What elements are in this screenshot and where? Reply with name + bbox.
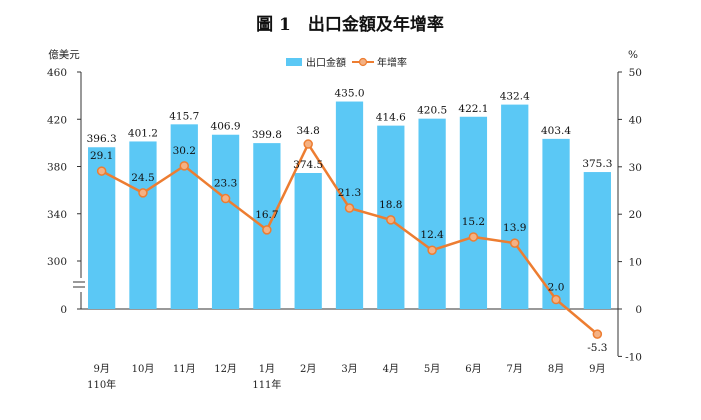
right-tick-label: 30: [629, 162, 642, 174]
bar: [129, 141, 157, 309]
bar-value-label: 435.0: [334, 88, 364, 100]
bar-value-label: 375.3: [582, 158, 612, 170]
bar: [583, 172, 611, 309]
right-tick-label: 0: [635, 304, 642, 316]
line-value-label: 30.2: [173, 145, 196, 157]
bar: [501, 104, 529, 309]
category-label: 5月: [424, 363, 440, 375]
axes: 300 340 380 420 460 0 億美元 -10 0 10 20 30 40 50% 9月 110年…: [47, 48, 642, 391]
right-tick-label: -10: [625, 351, 642, 363]
line-value-label: 12.4: [420, 229, 444, 241]
category-label: 2月: [300, 363, 316, 375]
legend-label-bars: 出口金額: [306, 56, 346, 69]
line-point: [509, 238, 520, 248]
line-point: [179, 161, 190, 171]
category-label: 11月: [173, 363, 196, 375]
bar: [542, 138, 570, 309]
category-label: 12月: [214, 363, 237, 375]
legend-swatch-bars: [286, 58, 302, 66]
bar: [294, 172, 322, 309]
left-tick-label: 460: [47, 67, 67, 79]
bar-value-label: 396.3: [87, 133, 117, 145]
bar: [459, 116, 488, 309]
left-tick-label: 340: [47, 209, 67, 221]
bar-value-label: 374.5: [293, 159, 323, 171]
data-labels: 396.3 401.2 415.7 406.9 399.8 374.5 435.0 414.6…: [87, 88, 613, 355]
bar-value-label: 399.8: [252, 129, 282, 141]
line-value-label: 29.1: [90, 150, 113, 162]
bar: [211, 134, 240, 309]
bar-value-label: 415.7: [169, 110, 199, 122]
chart-title: 圖 1 出口金額及年增率: [256, 14, 444, 35]
line-point: [262, 225, 272, 235]
line-value-label: 21.3: [338, 187, 361, 199]
category-label: 3月: [341, 363, 357, 375]
category-label: 8月: [548, 363, 564, 375]
bar-value-label: 420.5: [417, 105, 447, 117]
line-point: [468, 232, 479, 242]
line-point: [96, 166, 107, 176]
left-tick-label: 300: [47, 256, 67, 268]
line-point: [592, 329, 603, 339]
bar-value-label: 406.9: [211, 121, 241, 133]
bar-value-label: 403.4: [541, 125, 571, 137]
legend-label-line: 年增率: [377, 56, 407, 69]
category-year-label: 111年: [252, 378, 281, 391]
right-axis-unit: %: [628, 49, 638, 61]
line-point: [344, 203, 355, 213]
line-point: [427, 245, 437, 255]
category-year-label: 110年: [87, 378, 116, 391]
line-value-label: 15.2: [462, 216, 485, 228]
left-tick-label: 420: [47, 114, 67, 126]
right-tick-label: 20: [629, 209, 642, 221]
line-value-label: 18.8: [379, 199, 402, 211]
line-point: [551, 294, 561, 305]
left-axis-unit: 億美元: [48, 48, 80, 61]
category-label: 7月: [507, 363, 523, 375]
category-label: 1月: [259, 363, 275, 375]
line-value-label: 13.9: [503, 222, 526, 234]
category-label: 4月: [383, 363, 399, 375]
bar-value-label: 422.1: [458, 103, 488, 115]
left-tick-label: 380: [47, 162, 67, 174]
right-tick-label: 50: [629, 67, 642, 79]
left-tick-label: 0: [60, 304, 67, 316]
legend-marker-line: [358, 57, 368, 67]
line-point: [386, 215, 396, 225]
category-label: 10月: [132, 363, 155, 375]
line-value-label: 2.0: [548, 282, 565, 294]
category-label: 6月: [465, 363, 481, 375]
category-label: 9月: [589, 363, 605, 375]
category-label: 9月: [93, 363, 109, 375]
line-value-label: 34.8: [296, 125, 319, 137]
bar-value-label: 401.2: [128, 127, 158, 139]
bar-value-label: 432.4: [500, 91, 530, 103]
line-series: [96, 139, 603, 339]
line-value-label: 24.5: [131, 172, 154, 184]
line-value-label: -5.3: [587, 342, 607, 354]
bar: [418, 118, 446, 309]
legend: 出口金額 年增率: [286, 56, 407, 69]
line-point: [220, 193, 231, 204]
right-tick-label: 40: [629, 114, 642, 126]
line-point: [303, 139, 313, 149]
line-point: [138, 188, 148, 198]
line-value-label: 16.7: [255, 209, 278, 221]
line-value-label: 23.3: [214, 178, 237, 190]
bar-value-label: 414.6: [376, 112, 406, 124]
bar: [170, 124, 198, 309]
right-tick-label: 10: [629, 257, 642, 269]
